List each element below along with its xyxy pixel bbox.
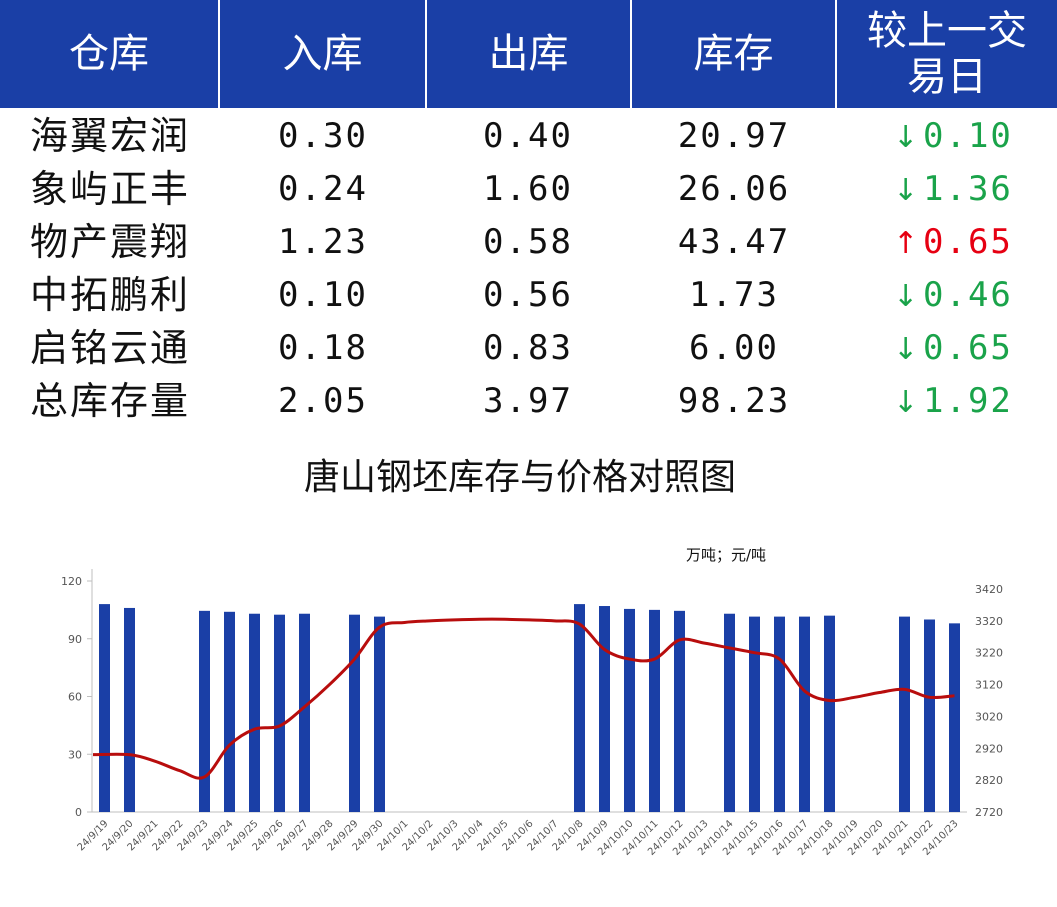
arrow-up-icon: ↑ (893, 226, 921, 261)
bar (899, 616, 910, 812)
inbound-value: 0.24 (278, 169, 368, 209)
change-value: ↓1.36 (893, 163, 1013, 216)
y-right-tick-label: 3420 (975, 583, 1003, 596)
outbound-value: 0.56 (483, 275, 573, 315)
header-stock: 库存 (632, 0, 837, 108)
bar (749, 616, 760, 812)
warehouse-name: 总库存量 (30, 379, 191, 423)
inbound-value: 0.30 (278, 116, 368, 156)
outbound-value: 0.83 (483, 328, 573, 368)
table-header: 仓库 入库 出库 库存 较上一交 易日 (0, 0, 1057, 108)
y-left-tick-label: 30 (68, 748, 82, 761)
warehouse-name: 中拓鹏利 (30, 273, 191, 317)
change-amount: 0.65 (923, 222, 1013, 262)
chart: 0 30 60 90 120 2720 2820 2920 3020 3120 3220 3320 34… (61, 569, 1003, 858)
arrow-down-icon: ↓ (893, 120, 921, 155)
bar (924, 619, 935, 812)
inbound-value: 1.23 (278, 222, 368, 262)
change-amount: 0.46 (923, 275, 1013, 315)
chart-title: 唐山钢坯库存与价格对照图 (303, 457, 736, 498)
bar (99, 604, 110, 812)
change-value: ↓0.10 (893, 110, 1013, 163)
bar (124, 607, 135, 812)
outbound-value: 3.97 (483, 381, 573, 421)
y-left-tick-label: 90 (68, 633, 82, 646)
change-amount: 1.36 (923, 169, 1013, 209)
bar (799, 616, 810, 812)
outbound-value: 0.40 (483, 116, 573, 156)
inbound-value: 2.05 (278, 381, 368, 421)
bar (274, 614, 285, 812)
inbound-value: 0.10 (278, 275, 368, 315)
arrow-down-icon: ↓ (893, 173, 921, 208)
price-line (92, 617, 955, 780)
change-value: ↓0.65 (893, 322, 1013, 375)
header-outbound: 出库 (427, 0, 632, 108)
arrow-down-icon: ↓ (893, 332, 921, 367)
header-inbound: 入库 (220, 0, 427, 108)
y-left-tick-label: 60 (68, 691, 82, 704)
bar (674, 610, 685, 812)
bar (824, 615, 835, 812)
stock-value: 98.23 (677, 381, 791, 421)
change-amount: 0.65 (923, 328, 1013, 368)
header-change: 较上一交 易日 (867, 8, 1027, 100)
stock-value: 6.00 (689, 328, 779, 368)
y-left-tick-label: 0 (75, 806, 82, 819)
stock-value: 43.47 (677, 222, 791, 262)
bar (724, 613, 735, 812)
table-row: 物产震翔 1.23 0.58 43.47 ↑0.65 (0, 216, 1057, 269)
table-row: 海翼宏润 0.30 0.40 20.97 ↓0.10 (0, 110, 1057, 163)
bar (249, 613, 260, 812)
header-warehouse: 仓库 (0, 0, 220, 108)
stock-value: 20.97 (677, 116, 791, 156)
chart-units: 万吨；元/吨 (686, 546, 767, 564)
change-value: ↑0.65 (893, 216, 1013, 269)
table-row: 象屿正丰 0.24 1.60 26.06 ↓1.36 (0, 163, 1057, 216)
y-right-tick-label: 3320 (975, 615, 1003, 628)
warehouse-name: 海翼宏润 (30, 114, 191, 158)
bar (574, 604, 585, 812)
arrow-down-icon: ↓ (893, 385, 921, 420)
y-right-tick-label: 2720 (975, 806, 1003, 819)
bar (949, 623, 960, 812)
y-right-tick-label: 3120 (975, 679, 1003, 692)
warehouse-name: 象屿正丰 (30, 167, 191, 211)
table-row: 总库存量 2.05 3.97 98.23 ↓1.92 (0, 375, 1057, 428)
change-amount: 0.10 (923, 116, 1013, 156)
y-right-tick-label: 3220 (975, 647, 1003, 660)
warehouse-name: 物产震翔 (30, 220, 191, 264)
inbound-value: 0.18 (278, 328, 368, 368)
warehouse-name: 启铭云通 (30, 326, 191, 370)
change-amount: 1.92 (923, 381, 1013, 421)
outbound-value: 1.60 (483, 169, 573, 209)
change-value: ↓1.92 (893, 375, 1013, 428)
bar (299, 613, 310, 812)
bar (199, 610, 210, 812)
arrow-down-icon: ↓ (893, 279, 921, 314)
change-value: ↓0.46 (893, 269, 1013, 322)
bar (374, 616, 385, 812)
y-right-tick-label: 3020 (975, 710, 1003, 723)
bar (624, 608, 635, 812)
stock-value: 1.73 (689, 275, 779, 315)
bar (599, 606, 610, 812)
table-row: 中拓鹏利 0.10 0.56 1.73 ↓0.46 (0, 269, 1057, 322)
table-row: 启铭云通 0.18 0.83 6.00 ↓0.65 (0, 322, 1057, 375)
y-right-tick-label: 2820 (975, 774, 1003, 787)
bar (774, 616, 785, 812)
y-left-tick-label: 120 (61, 575, 82, 588)
bar (349, 614, 360, 812)
bar (649, 609, 660, 812)
stock-value: 26.06 (677, 169, 791, 209)
bar (224, 611, 235, 812)
y-right-tick-label: 2920 (975, 742, 1003, 755)
outbound-value: 0.58 (483, 222, 573, 262)
